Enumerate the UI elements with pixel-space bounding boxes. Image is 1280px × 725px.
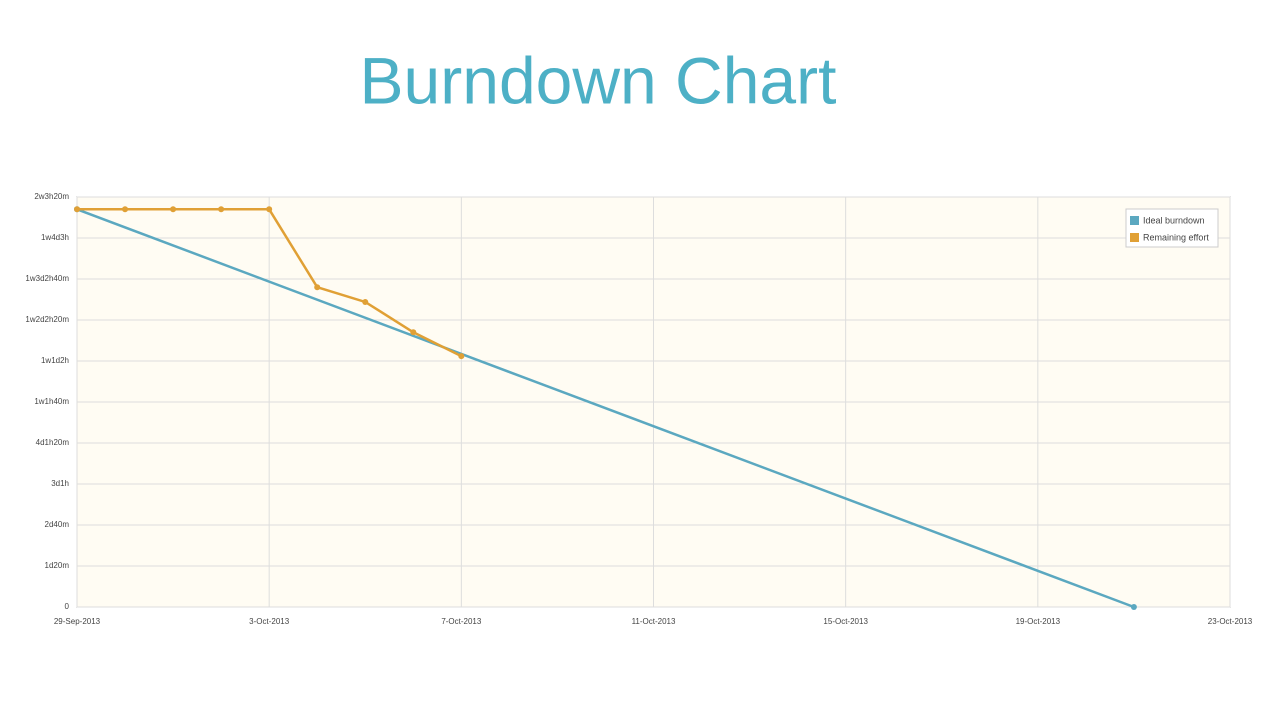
data-point (170, 206, 177, 213)
data-point (74, 206, 80, 213)
data-point (458, 353, 465, 360)
y-tick-label: 1w4d3h (41, 233, 69, 242)
y-tick-label: 2d40m (45, 520, 70, 529)
y-tick-label: 1w1h40m (34, 397, 69, 406)
data-point (410, 329, 417, 336)
legend-box (1125, 208, 1219, 248)
legend-swatch (1130, 216, 1139, 225)
data-point (1130, 604, 1137, 610)
x-tick-label: 23-Oct-2013 (1208, 617, 1253, 626)
data-point (266, 206, 273, 213)
data-point (362, 298, 369, 305)
x-tick-label: 3-Oct-2013 (249, 617, 290, 626)
chart-title: Burndown Chart (360, 43, 837, 117)
data-point (218, 206, 225, 213)
data-point (122, 206, 129, 213)
y-tick-label: 1d20m (45, 561, 70, 570)
x-tick-label: 29-Sep-2013 (54, 617, 101, 626)
legend-swatch (1130, 233, 1139, 242)
x-tick-label: 11-Oct-2013 (632, 617, 676, 626)
x-tick-label: 15-Oct-2013 (823, 617, 868, 626)
y-tick-label: 1w2d2h20m (25, 315, 69, 324)
y-tick-label: 1w1d2h (41, 356, 69, 365)
y-tick-label: 4d1h20m (36, 438, 70, 447)
y-tick-label: 1w3d2h40m (25, 274, 69, 283)
legend-label: Ideal burndown (1143, 215, 1205, 225)
legend-label: Remaining effort (1143, 232, 1209, 242)
y-tick-label: 0 (65, 602, 70, 611)
series-line (76, 208, 1135, 609)
y-tick-label: 3d1h (51, 479, 69, 488)
x-tick-label: 7-Oct-2013 (441, 617, 482, 626)
y-tick-label: 2w3h20m (34, 192, 69, 201)
x-tick-label: 19-Oct-2013 (1016, 617, 1061, 626)
data-point (314, 284, 321, 291)
